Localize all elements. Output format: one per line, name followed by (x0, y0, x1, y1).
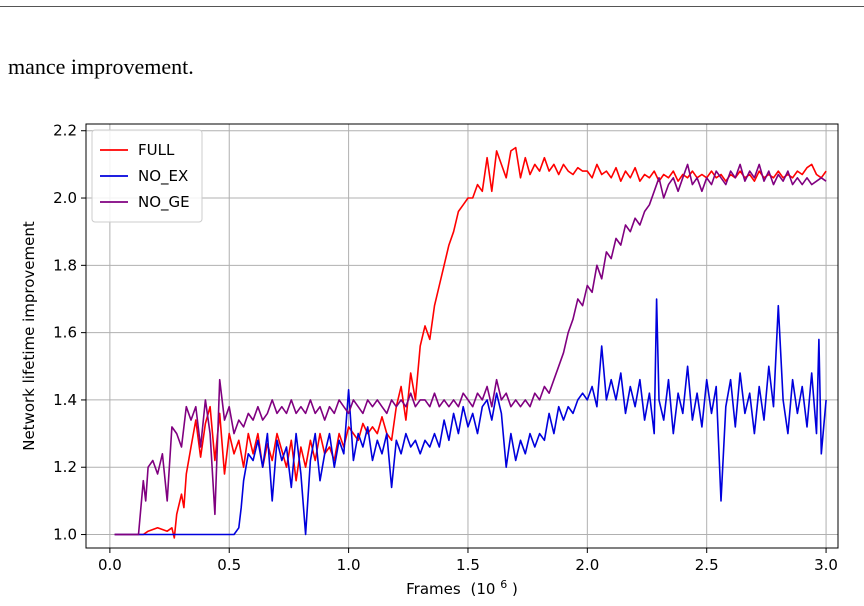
series-lines (114, 146, 827, 539)
y-tick-label: 1.4 (53, 391, 77, 409)
x-tick-label: 0.0 (98, 556, 122, 574)
y-tick-label: 2.0 (53, 189, 77, 207)
x-tick-label: 1.5 (456, 556, 480, 574)
series-line-no-ex (114, 298, 827, 536)
legend-label: NO_GE (138, 193, 190, 212)
legend-box (91, 129, 203, 223)
series-line-full (114, 146, 827, 539)
x-axis-unit-base: (10 (470, 580, 495, 598)
x-axis-unit-close: ) (512, 580, 518, 598)
axis-ticks: 0.0 0.5 1.0 1.5 2.0 2.5 3.0 1.0 1.2 1.4 1.6 1.8 2.0 2… (53, 122, 838, 574)
y-tick-label: 1.0 (53, 526, 77, 544)
page-top-rule (0, 6, 864, 7)
grid-lines (86, 124, 838, 548)
x-axis-unit-exponent: 6 (500, 578, 507, 591)
x-tick-label: 0.5 (217, 556, 241, 574)
series-line-no-ge (114, 163, 827, 536)
x-tick-label: 2.0 (575, 556, 599, 574)
legend: FULL NO_EX NO_GE (91, 129, 203, 223)
legend-label: FULL (138, 141, 175, 159)
y-tick-label: 2.2 (53, 122, 77, 140)
legend-label: NO_EX (138, 167, 188, 186)
body-text: mance improvement. (8, 54, 194, 79)
plot-frame (85, 123, 839, 549)
y-axis-title: Network lifetime improvement (20, 221, 38, 451)
y-tick-label: 1.8 (53, 256, 77, 274)
y-tick-label: 1.2 (53, 458, 77, 476)
x-tick-label: 1.0 (337, 556, 361, 574)
x-axis-label: Frames (406, 580, 461, 598)
x-tick-label: 3.0 (814, 556, 838, 574)
y-tick-label: 1.6 (53, 324, 77, 342)
x-tick-label: 2.5 (695, 556, 719, 574)
x-axis-title: Frames (10 6 ) (406, 574, 518, 598)
